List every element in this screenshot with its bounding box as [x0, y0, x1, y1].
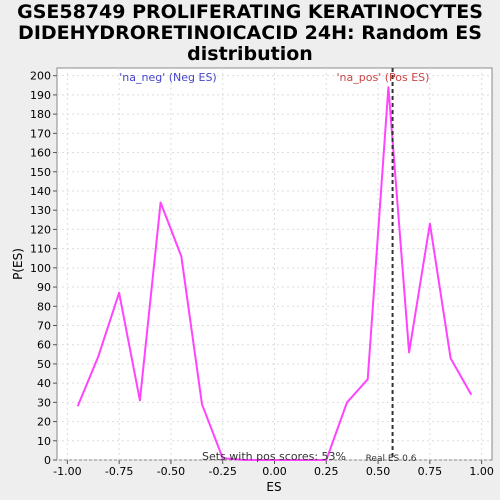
- y-tick-label: 70: [37, 319, 51, 332]
- real-es-label: Real ES 0.6: [366, 454, 417, 464]
- x-axis-ticks: -1.00 -0.75 -0.50 -0.25 0.00 0.25 0.50 0.75 1.00: [53, 460, 494, 478]
- y-tick-label: 10: [37, 435, 51, 448]
- y-tick-label: 100: [30, 262, 51, 275]
- x-tick-label: 0.00: [262, 465, 287, 478]
- y-tick-label: 180: [30, 108, 51, 121]
- y-tick-label: 60: [37, 339, 51, 352]
- y-tick-label: 130: [30, 204, 51, 217]
- x-tick-label: -0.75: [105, 465, 133, 478]
- y-tick-label: 140: [30, 185, 51, 198]
- x-axis-label: ES: [266, 480, 281, 494]
- y-tick-label: 0: [44, 454, 51, 467]
- pos-es-label: 'na_pos' (Pos ES): [337, 71, 430, 84]
- chart-title: GSE58749 PROLIFERATING KERATINOCYTES DID…: [17, 1, 483, 65]
- series: [76, 86, 473, 461]
- x-tick-label: -1.00: [53, 465, 81, 478]
- y-tick-label: 200: [30, 70, 51, 83]
- sets-with-pos-scores: Sets with pos scores: 53%: [202, 450, 346, 463]
- y-tick-label: 80: [37, 300, 51, 313]
- series-line: [76, 86, 473, 461]
- y-tick-label: 160: [30, 147, 51, 160]
- x-tick-label: 0.75: [418, 465, 443, 478]
- y-tick-label: 50: [37, 358, 51, 371]
- y-tick-label: 150: [30, 166, 51, 179]
- x-tick-label: -0.50: [157, 465, 185, 478]
- x-tick-label: 0.25: [314, 465, 339, 478]
- y-tick-label: 110: [30, 243, 51, 256]
- y-tick-label: 30: [37, 396, 51, 409]
- y-tick-label: 90: [37, 281, 51, 294]
- y-tick-label: 40: [37, 377, 51, 390]
- neg-es-label: 'na_neg' (Neg ES): [119, 71, 216, 84]
- y-axis-ticks: 0 10 20 30 40 50 60 70 80 90 100 110 120 130 140 150 160…: [30, 70, 57, 467]
- y-tick-label: 120: [30, 223, 51, 236]
- grid: [57, 68, 492, 461]
- x-tick-label: 0.50: [366, 465, 391, 478]
- x-tick-label: 1.00: [469, 465, 494, 478]
- y-axis-label: P(ES): [11, 248, 25, 280]
- x-tick-label: -0.25: [208, 465, 236, 478]
- y-tick-label: 190: [30, 89, 51, 102]
- y-tick-label: 170: [30, 127, 51, 140]
- y-tick-label: 20: [37, 416, 51, 429]
